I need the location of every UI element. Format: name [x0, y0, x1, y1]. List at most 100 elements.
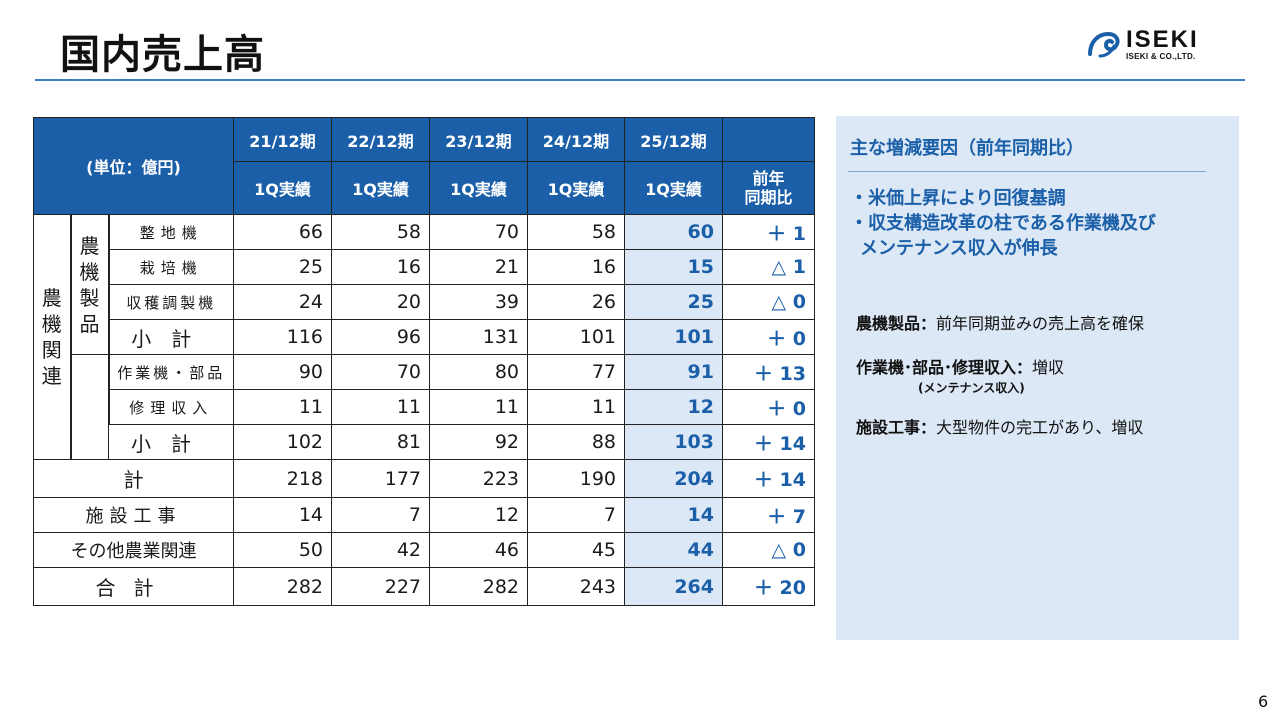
yoy-value: ＋ 0	[722, 319, 815, 355]
table-row-grand-total: 合計 282 227 282 243 264 ＋ 20	[33, 567, 815, 606]
yoy-value: ＋ 14	[722, 459, 815, 498]
cell-value: 58	[527, 214, 625, 250]
header-row-periods: (単位：億円) 21/12期 22/12期 23/12期 24/12期 25/1…	[33, 117, 815, 215]
period-header: 22/12期	[331, 117, 430, 162]
factors-panel: 主な増減要因（前年同期比） ・米価上昇により回復基調 ・収支構造改革の柱である作…	[836, 116, 1239, 640]
factor-maintenance-note: (メンテナンス収入)	[918, 381, 1025, 395]
cell-value: 12	[429, 497, 528, 533]
cell-value: 81	[331, 424, 430, 460]
cell-value: 7	[527, 497, 625, 533]
period-header: 25/12期	[624, 117, 723, 162]
col-label: 1Q実績	[527, 161, 625, 215]
cell-value: 16	[331, 249, 430, 285]
cell-value: 116	[233, 319, 332, 355]
cell-value: 102	[233, 424, 332, 460]
cell-value-current: 25	[624, 284, 723, 320]
table-row: 収穫調製機 24 20 39 26 25 △ 0	[34, 284, 815, 320]
cell-value: 101	[527, 319, 625, 355]
table-row: 栽培機 25 16 21 16 15 △ 1	[34, 249, 815, 285]
col-label: 1Q実績	[233, 161, 332, 215]
factor-products: 農機製品：前年同期並みの売上高を確保	[856, 314, 1145, 333]
cell-value: 25	[233, 249, 332, 285]
cell-value: 70	[331, 354, 430, 390]
cell-value: 282	[233, 567, 332, 606]
yoy-value: ＋ 14	[722, 424, 815, 460]
row-label: 栽培機	[108, 249, 234, 285]
row-label: 計	[33, 459, 234, 498]
row-label: その他農業関連	[33, 532, 234, 568]
table-row-subtotal: 小計 116 96 131 101 101 ＋ 0	[34, 319, 815, 355]
cell-value: 77	[527, 354, 625, 390]
cell-value-current: 101	[624, 319, 723, 355]
cell-value: 50	[233, 532, 332, 568]
cell-value: 90	[233, 354, 332, 390]
row-label: 収穫調製機	[108, 284, 234, 320]
cell-value-current: 15	[624, 249, 723, 285]
yoy-value: △ 0	[722, 532, 815, 568]
panel-bullets: ・米価上昇により回復基調 ・収支構造改革の柱である作業機及び メンテナンス収入が…	[850, 186, 1156, 261]
cell-value-current: 44	[624, 532, 723, 568]
factor-construction: 施設工事：大型物件の完工があり、増収	[856, 418, 1144, 437]
cell-value: 11	[233, 389, 332, 425]
cell-value: 14	[233, 497, 332, 533]
cell-value: 20	[331, 284, 430, 320]
row-label: 小計	[108, 319, 234, 355]
cell-value-current: 204	[624, 459, 723, 498]
cell-value: 282	[429, 567, 528, 606]
table-row: 作業機・部品 90 70 80 77 91 ＋ 13	[34, 354, 815, 425]
period-header: 23/12期	[429, 117, 528, 162]
row-label: 合計	[33, 567, 234, 606]
col-label: 1Q実績	[624, 161, 723, 215]
cell-value-current: 12	[624, 389, 723, 425]
factor-maintenance: 作業機･部品･修理収入：増収	[856, 358, 1065, 377]
cell-value: 190	[527, 459, 625, 498]
yoy-value: ＋ 13	[722, 354, 815, 390]
cell-value: 227	[331, 567, 430, 606]
yoy-header-blank	[722, 117, 815, 162]
cell-value: 58	[331, 214, 430, 250]
cell-value: 243	[527, 567, 625, 606]
cell-value: 66	[233, 214, 332, 250]
col-label: 1Q実績	[331, 161, 430, 215]
yoy-value: ＋ 0	[722, 389, 815, 425]
yoy-value: △ 1	[722, 249, 815, 285]
table-row: 修理収入 11 11 11 11 12 ＋ 0	[34, 389, 815, 425]
yoy-value: ＋ 20	[722, 567, 815, 606]
iseki-logo-mark	[1088, 31, 1120, 58]
group-blank	[70, 424, 109, 460]
period-header: 24/12期	[527, 117, 625, 162]
cell-value: 11	[429, 389, 528, 425]
yoy-value: ＋ 7	[722, 497, 815, 533]
panel-divider	[848, 171, 1206, 172]
cell-value: 70	[429, 214, 528, 250]
cell-value-current: 14	[624, 497, 723, 533]
cell-value: 45	[527, 532, 625, 568]
cell-value: 223	[429, 459, 528, 498]
yoy-value: △ 0	[722, 284, 815, 320]
cell-value: 46	[429, 532, 528, 568]
page-title: 国内売上高	[60, 32, 265, 78]
cell-value: 21	[429, 249, 528, 285]
row-label: 作業機・部品	[108, 354, 234, 390]
cell-value-current: 264	[624, 567, 723, 606]
row-label: 小計	[108, 424, 234, 460]
iseki-logo: ISEKI ISEKI & CO.,LTD.	[1086, 26, 1226, 68]
row-label: 修理収入	[108, 389, 234, 425]
logo-name: ISEKI	[1126, 26, 1199, 53]
table-row: その他農業関連 50 42 46 45 44 △ 0	[33, 532, 815, 568]
logo-subtitle: ISEKI & CO.,LTD.	[1126, 52, 1196, 61]
cell-value-current: 60	[624, 214, 723, 250]
cell-value: 80	[429, 354, 528, 390]
yoy-value: ＋ 1	[722, 214, 815, 250]
yoy-header: 前年 同期比	[722, 161, 815, 215]
unit-label: (単位：億円)	[33, 117, 234, 215]
cell-value: 218	[233, 459, 332, 498]
cell-value: 11	[527, 389, 625, 425]
cell-value: 16	[527, 249, 625, 285]
group-blank	[70, 354, 110, 425]
cell-value-current: 103	[624, 424, 723, 460]
bullet-item: ・米価上昇により回復基調	[850, 188, 1066, 209]
cell-value: 11	[331, 389, 430, 425]
cell-value: 39	[429, 284, 528, 320]
header-row-labels: 1Q実績 1Q実績 1Q実績 1Q実績 1Q実績 前年 同期比	[34, 161, 815, 215]
